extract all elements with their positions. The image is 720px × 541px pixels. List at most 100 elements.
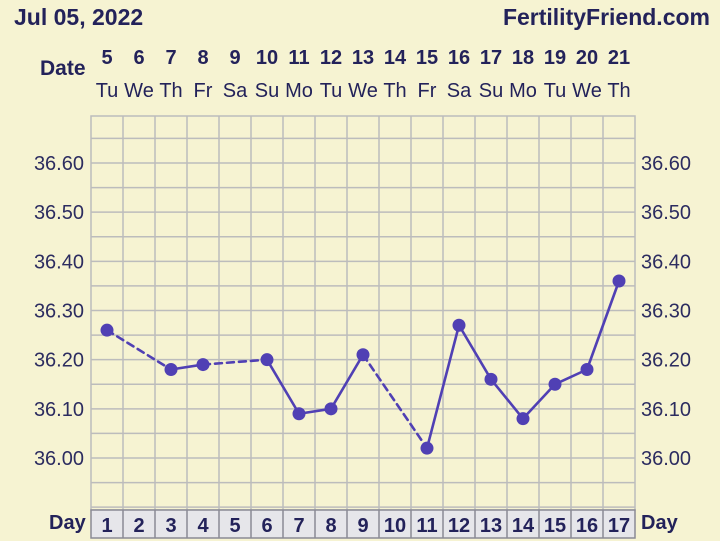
temperature-point-day-11[interactable] (420, 441, 434, 455)
day-number-label: 3 (165, 515, 176, 537)
day-number-label: 15 (544, 515, 566, 537)
chart-date-title: Jul 05, 2022 (14, 4, 144, 30)
day-number-label: 14 (512, 515, 535, 537)
temperature-segment (265, 358, 301, 416)
temperature-point-day-7[interactable] (292, 407, 306, 421)
site-name: FertilityFriend.com (502, 4, 710, 30)
temperature-point-day-13[interactable] (484, 372, 498, 386)
temperature-point-day-12[interactable] (452, 318, 466, 332)
date-label: 10 (256, 47, 278, 69)
grid-background (90, 115, 636, 511)
day-number-label: 11 (416, 515, 437, 537)
weekday-label: Su (255, 80, 279, 102)
weekday-label: Mo (285, 80, 313, 102)
day-number-label: 16 (576, 515, 598, 537)
temperature-segment (457, 323, 493, 381)
y-tick-label-right: 36.50 (641, 202, 691, 224)
day-number-label: 9 (357, 515, 368, 537)
weekday-label: Sa (223, 80, 248, 102)
temperature-segment (585, 279, 621, 371)
y-tick-label-right: 36.20 (641, 350, 691, 372)
y-tick-label-right: 36.10 (641, 399, 691, 421)
temperature-point-day-3[interactable] (164, 363, 178, 376)
y-tick-label-left: 36.50 (34, 202, 84, 224)
day-number-label: 8 (325, 515, 336, 537)
date-label: 18 (512, 47, 534, 69)
weekday-label: Tu (96, 80, 119, 102)
y-tick-label-left: 36.30 (34, 301, 84, 323)
temperature-point-day-16[interactable] (580, 363, 594, 376)
weekday-label: Th (383, 80, 406, 102)
temperature-point-day-8[interactable] (324, 402, 338, 416)
day-number-label: 5 (229, 515, 240, 537)
weekday-label: Tu (320, 80, 343, 102)
temperature-segment (105, 328, 173, 371)
date-label: 7 (165, 47, 176, 69)
weekday-label: Fr (418, 80, 437, 102)
date-label: 5 (101, 47, 112, 69)
weekday-label: Su (479, 80, 503, 102)
weekday-label: Tu (544, 80, 567, 102)
date-label: 9 (229, 47, 240, 69)
weekday-label: Th (159, 80, 182, 102)
chart-labels: 5Tu16We27Th38Fr49Sa510Su611Mo712Tu813We9… (34, 47, 691, 537)
date-label: 15 (416, 47, 438, 69)
temperature-point-day-14[interactable] (516, 412, 530, 426)
weekday-label: Mo (509, 80, 537, 102)
temperature-point-day-4[interactable] (196, 358, 210, 372)
date-row-label: Date (40, 57, 86, 80)
temperature-segment (425, 323, 461, 450)
y-tick-label-right: 36.30 (641, 301, 691, 323)
day-row-label-left: Day (49, 512, 87, 534)
temperature-point-day-1[interactable] (100, 323, 114, 337)
y-tick-label-left: 36.20 (34, 350, 84, 372)
weekday-label: We (124, 80, 154, 102)
date-label: 8 (197, 47, 208, 69)
date-label: 20 (576, 47, 598, 69)
weekday-label: Fr (194, 80, 213, 102)
temperature-segment (521, 382, 557, 420)
y-tick-label-right: 36.00 (641, 448, 691, 470)
y-tick-label-left: 36.60 (34, 153, 84, 175)
chart-grid (90, 115, 636, 511)
weekday-label: Th (607, 80, 630, 102)
temperature-point-day-15[interactable] (548, 377, 562, 391)
day-row (90, 509, 636, 539)
temperature-segment (329, 353, 365, 411)
day-number-label: 13 (480, 515, 502, 537)
date-label: 21 (608, 47, 630, 69)
day-number-label: 12 (448, 515, 470, 537)
y-tick-label-right: 36.40 (641, 251, 691, 273)
weekday-label: We (572, 80, 602, 102)
day-number-label: 6 (261, 515, 272, 537)
day-row-label-right: Day (641, 512, 679, 534)
temperature-points (100, 274, 626, 455)
temperature-point-day-17[interactable] (612, 274, 626, 288)
temperature-segment (489, 378, 525, 420)
temperature-segment (201, 358, 269, 366)
day-number-label: 2 (133, 515, 144, 537)
date-label: 19 (544, 47, 566, 69)
day-number-label: 7 (293, 515, 304, 537)
day-number-label: 1 (101, 515, 112, 537)
y-tick-label-right: 36.60 (641, 153, 691, 175)
day-number-label: 17 (608, 515, 630, 537)
temperature-segment (361, 353, 429, 450)
date-label: 16 (448, 47, 470, 69)
date-label: 6 (133, 47, 144, 69)
day-number-label: 4 (197, 515, 209, 537)
day-row-background (90, 509, 636, 539)
temperature-point-day-9[interactable] (356, 348, 370, 362)
y-tick-label-left: 36.40 (34, 251, 84, 273)
temperature-point-day-6[interactable] (260, 353, 274, 367)
date-label: 14 (384, 47, 407, 69)
y-tick-label-left: 36.10 (34, 399, 84, 421)
date-label: 12 (320, 47, 342, 69)
weekday-label: Sa (447, 80, 472, 102)
date-label: 13 (352, 47, 374, 69)
y-tick-label-left: 36.00 (34, 448, 84, 470)
weekday-label: We (348, 80, 378, 102)
date-label: 17 (480, 47, 502, 69)
day-number-label: 10 (384, 515, 406, 537)
